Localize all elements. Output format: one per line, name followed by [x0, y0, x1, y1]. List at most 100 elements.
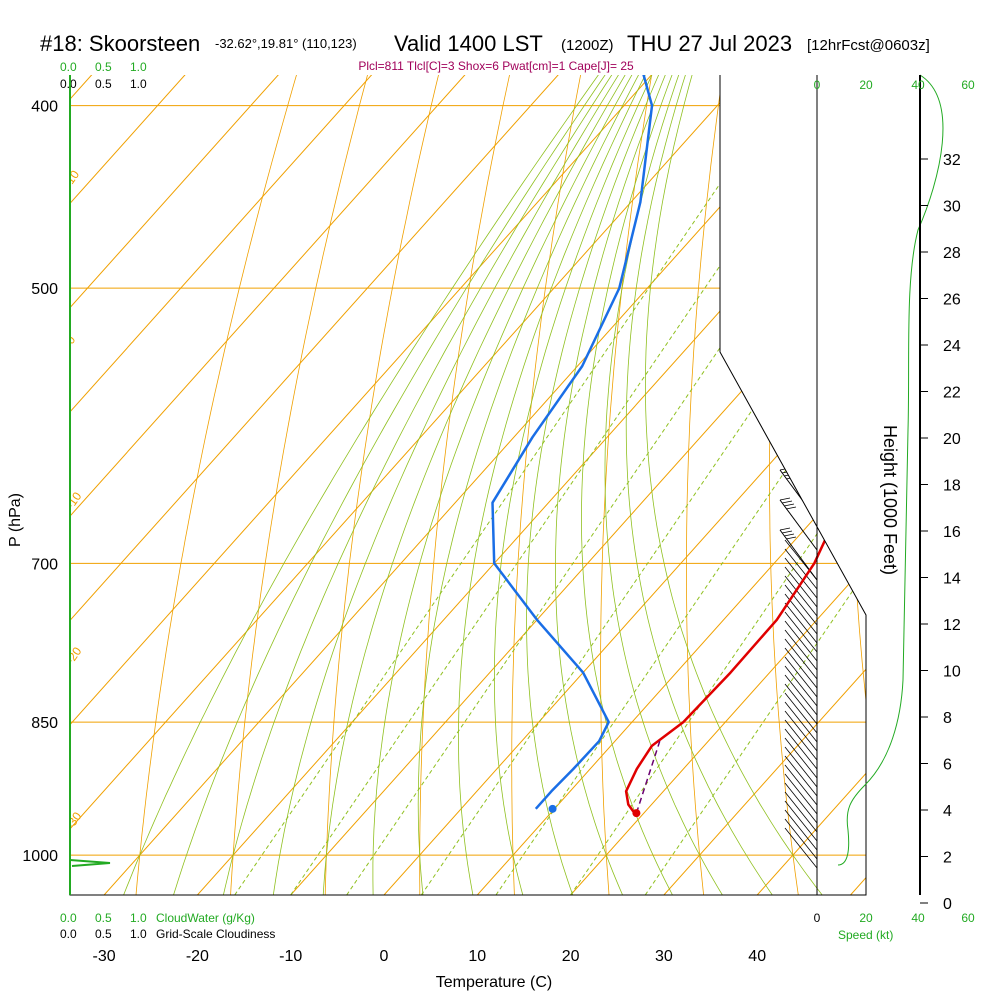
mixing-ratio-line [235, 106, 774, 895]
wind-barb [785, 648, 817, 688]
wind-barb-feather [784, 414, 794, 416]
cloud-scale-top-0: 0.0 [60, 60, 77, 74]
wind-barb [785, 612, 817, 652]
wind-barb-feather [784, 354, 794, 356]
isotherm-line [0, 0, 905, 895]
pressure-tick-label: 400 [31, 99, 58, 116]
height-tick-label: 12 [943, 617, 961, 634]
wind-barb-feather [780, 73, 790, 75]
wind-barb-feather [780, 318, 790, 320]
height-tick-label: 2 [943, 850, 952, 867]
cloud-scale-top-1: 0.5 [95, 60, 112, 74]
wind-barb-feather [784, 224, 794, 226]
speed-tick-label: 20 [859, 78, 873, 92]
mixing-ratio-line [291, 106, 830, 895]
wind-barb [785, 774, 817, 814]
wind-barb-feather [784, 119, 794, 121]
title-station: #18: Skoorsteen [40, 31, 200, 56]
wind-barb-feather [782, 321, 792, 323]
wind-barb-feather [784, 534, 794, 536]
y-axis-title: P (hPa) [7, 493, 24, 547]
wind-barb [785, 801, 817, 841]
speed-tick-label: 0 [814, 911, 821, 925]
moist-adiabat [459, 0, 936, 895]
wind-barb-feather [786, 192, 796, 194]
cloud-scale-top: 0.0 0.5 1.0 0.0 0.5 1.0 [60, 60, 147, 91]
cloud-scale-bottom: 0.0 0.5 1.0 CloudWater (g/Kg) 0.0 0.5 1.… [60, 911, 275, 941]
pressure-tick-label: 500 [31, 281, 58, 298]
wind-barb-feather [784, 294, 794, 296]
moist-adiabat [223, 0, 923, 895]
wind-barb-feather [784, 79, 794, 81]
isotherm-label: 30 [832, 534, 860, 562]
wind-barb-feather [780, 218, 790, 220]
pressure-ticks: 2503004005007008501000 [22, 0, 58, 865]
dry-adiabats [124, 0, 1000, 895]
temperature-tick-label: -20 [186, 948, 209, 965]
mixing-ratio-label: 2 [299, 898, 317, 914]
wind-barb-feather [780, 148, 790, 150]
height-tick-label: 4 [943, 803, 952, 820]
wind-barb-feather [782, 291, 792, 293]
isotherm-label: -30 [63, 809, 85, 832]
wind-barb [780, 350, 817, 400]
moist-adiabat [174, 0, 922, 895]
temperature-tick-label: -30 [93, 948, 116, 965]
wind-barb [785, 783, 817, 823]
cloud-scale-bottom-green-2: 1.0 [130, 911, 147, 925]
speed-tick-label: 60 [961, 911, 975, 925]
wind-barb-feather [786, 507, 796, 509]
cloudiness-label: Grid-Scale Cloudiness [156, 927, 275, 941]
dry-adiabat [136, 0, 424, 895]
wind-barb-feather [782, 351, 792, 353]
speed-tick-label: 60 [961, 78, 975, 92]
speed-axis-label: Speed (kt) [838, 928, 893, 942]
wind-barb [785, 639, 817, 679]
wind-barb [780, 75, 817, 125]
wind-barb [780, 185, 817, 235]
height-tick-label: 6 [943, 757, 952, 774]
temperature-tick-label: 10 [468, 948, 486, 965]
wind-barb-feather [782, 501, 792, 503]
wind-barb-feather [780, 253, 790, 255]
wind-barb-feather [782, 441, 792, 443]
wind-barb [785, 756, 817, 796]
wind-barb-feather [784, 384, 794, 386]
wind-barb-feather [784, 444, 794, 446]
cloud-scale-bottom-1: 0.5 [95, 927, 112, 941]
wind-barb-feather [780, 528, 790, 530]
wind-barb [785, 711, 817, 751]
wind-barb-feather [786, 537, 796, 539]
wind-barb [780, 410, 817, 460]
isotherm-line [0, 0, 811, 895]
mixing-ratio-label: 8 [479, 898, 497, 914]
wind-barb-feather [784, 324, 794, 326]
wind-barb [780, 115, 817, 165]
isotherm-line [571, 0, 1000, 895]
isotherm-line [0, 0, 625, 895]
wind-barb [785, 765, 817, 805]
speed-tick-label: 0 [814, 78, 821, 92]
moist-adiabat [527, 0, 940, 895]
title-coords: -32.62°,19.81° (110,123) [215, 36, 357, 51]
cloud-scale-top-2: 1.0 [130, 60, 147, 74]
isotherm-line [477, 0, 1000, 895]
wind-barb-feather [786, 297, 796, 299]
moist-adiabat [418, 0, 933, 895]
isotherm-label: -10 [63, 489, 85, 512]
cloud-scale-bottom-green-0: 0.0 [60, 911, 77, 925]
height-tick-label: 28 [943, 245, 961, 262]
mixing-ratio-line [347, 106, 886, 895]
moist-adiabat [323, 0, 928, 895]
height-tick-label: 10 [943, 664, 961, 681]
wind-barb-feather [780, 498, 790, 500]
wind-barb-feather [782, 221, 792, 223]
cloud-scale-bottom-2: 1.0 [130, 927, 147, 941]
isotherm-line [757, 0, 1000, 895]
wind-barb-feather [782, 531, 792, 533]
cloud-scale-top2-0: 0.0 [60, 77, 77, 91]
